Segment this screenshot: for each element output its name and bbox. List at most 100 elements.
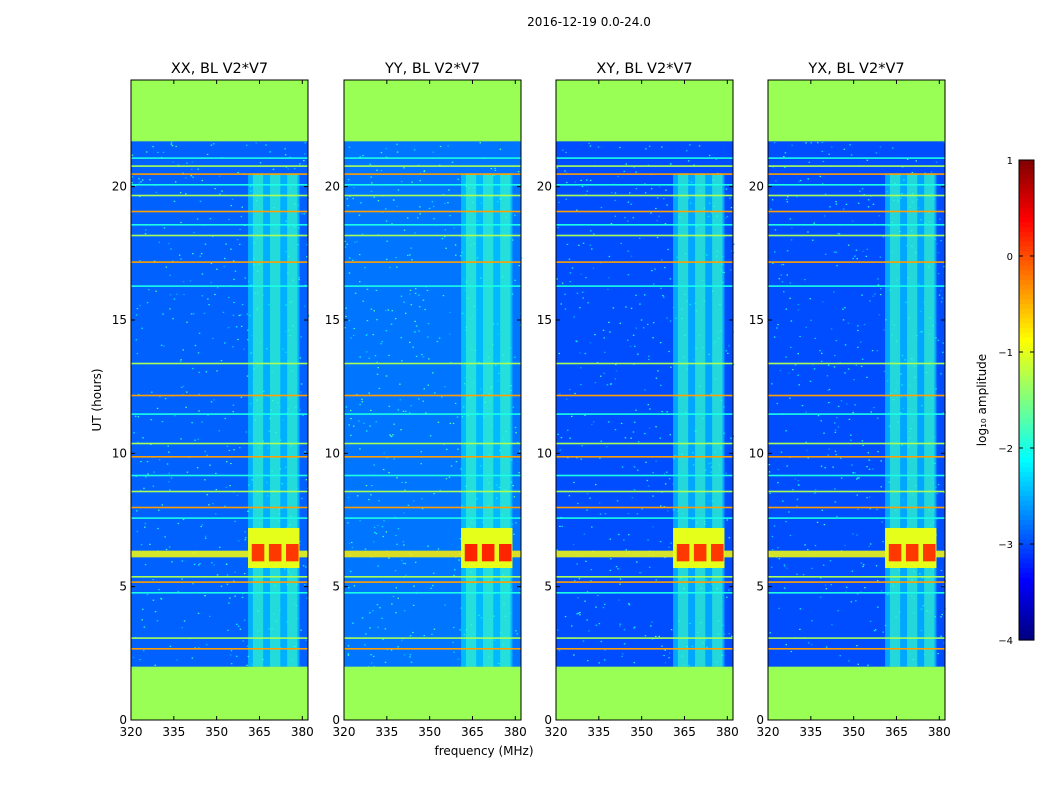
- y-tick-label: 20: [537, 180, 552, 194]
- noise-pixel: [255, 142, 257, 144]
- noise-pixel: [433, 218, 435, 220]
- noise-pixel: [942, 351, 944, 353]
- noise-pixel: [409, 254, 411, 256]
- noise-pixel: [852, 472, 854, 474]
- signal-channel: [907, 173, 918, 667]
- rfi-row: [344, 456, 521, 458]
- x-tick-label: 320: [545, 725, 568, 739]
- noise-pixel: [229, 597, 231, 599]
- colorbar-swatch: [1019, 563, 1034, 569]
- noise-pixel: [829, 560, 832, 562]
- noise-pixel: [494, 167, 496, 169]
- colorbar-swatch: [1019, 520, 1034, 526]
- noise-pixel: [876, 580, 879, 582]
- noise-pixel: [937, 653, 939, 655]
- colorbar-swatch: [1019, 217, 1034, 223]
- noise-pixel: [664, 662, 667, 664]
- noise-pixel: [561, 525, 563, 527]
- noise-pixel: [668, 657, 670, 659]
- noise-pixel: [446, 448, 448, 450]
- rfi-row: [344, 637, 521, 639]
- noise-pixel: [670, 164, 672, 166]
- noise-pixel: [247, 339, 249, 341]
- noise-pixel: [388, 354, 390, 356]
- noise-pixel: [728, 589, 730, 591]
- noise-pixel: [603, 372, 605, 374]
- colorbar-swatch: [1019, 635, 1034, 641]
- signal-channel: [483, 173, 494, 667]
- noise-pixel: [204, 450, 206, 452]
- flagged-region: [556, 80, 733, 142]
- noise-pixel: [385, 147, 388, 150]
- noise-pixel: [624, 437, 627, 439]
- noise-pixel: [849, 144, 851, 146]
- noise-pixel: [569, 272, 572, 274]
- noise-pixel: [645, 461, 647, 463]
- noise-pixel: [421, 508, 424, 510]
- noise-pixel: [876, 509, 878, 511]
- noise-pixel: [940, 616, 942, 618]
- noise-pixel: [603, 603, 606, 605]
- noise-pixel: [663, 296, 665, 298]
- noise-pixel: [872, 203, 875, 205]
- noise-pixel: [689, 144, 691, 146]
- colorbar-swatch: [1019, 236, 1034, 243]
- noise-pixel: [514, 356, 516, 358]
- rfi-row: [344, 224, 521, 226]
- rfi-row: [131, 285, 308, 287]
- noise-pixel: [364, 548, 367, 550]
- noise-pixel: [371, 662, 373, 664]
- colorbar-swatch: [1019, 169, 1034, 175]
- noise-pixel: [668, 350, 670, 353]
- noise-pixel: [726, 215, 729, 218]
- noise-pixel: [856, 593, 859, 595]
- noise-pixel: [360, 202, 362, 204]
- noise-pixel: [610, 558, 612, 560]
- noise-pixel: [576, 340, 578, 343]
- noise-pixel: [857, 346, 859, 348]
- noise-pixel: [418, 294, 420, 296]
- noise-pixel: [847, 368, 850, 370]
- noise-pixel: [778, 278, 781, 280]
- noise-pixel: [186, 162, 188, 164]
- noise-pixel: [224, 417, 226, 420]
- noise-pixel: [232, 346, 234, 348]
- colorbar-swatch: [1019, 592, 1034, 598]
- noise-pixel: [376, 169, 378, 171]
- noise-pixel: [727, 352, 729, 354]
- noise-pixel: [206, 494, 208, 496]
- noise-pixel: [369, 627, 371, 629]
- noise-pixel: [659, 342, 662, 344]
- colorbar-swatch: [1019, 356, 1034, 363]
- noise-pixel: [239, 447, 241, 449]
- noise-pixel: [383, 452, 385, 454]
- noise-pixel: [835, 201, 837, 203]
- noise-pixel: [230, 205, 232, 207]
- colorbar-swatch: [1019, 448, 1034, 454]
- noise-pixel: [835, 454, 837, 456]
- noise-pixel: [515, 522, 517, 524]
- noise-pixel: [352, 334, 355, 337]
- noise-pixel: [183, 293, 185, 296]
- noise-pixel: [592, 267, 595, 269]
- noise-pixel: [136, 510, 138, 512]
- noise-pixel: [141, 327, 143, 329]
- colorbar-swatch: [1019, 404, 1034, 411]
- noise-pixel: [819, 577, 822, 579]
- noise-pixel: [776, 402, 778, 405]
- noise-pixel: [573, 316, 575, 318]
- noise-pixel: [633, 166, 635, 168]
- colorbar-swatch: [1019, 313, 1034, 319]
- noise-pixel: [246, 664, 248, 666]
- noise-pixel: [866, 159, 869, 161]
- burst-channel: [268, 544, 282, 562]
- noise-pixel: [344, 240, 346, 242]
- rfi-row: [344, 648, 521, 650]
- noise-pixel: [393, 458, 395, 460]
- noise-pixel: [347, 522, 349, 524]
- noise-pixel: [415, 355, 418, 357]
- noise-pixel: [786, 567, 788, 569]
- y-tick-label: 5: [119, 580, 127, 594]
- noise-pixel: [306, 256, 308, 258]
- noise-pixel: [609, 538, 611, 540]
